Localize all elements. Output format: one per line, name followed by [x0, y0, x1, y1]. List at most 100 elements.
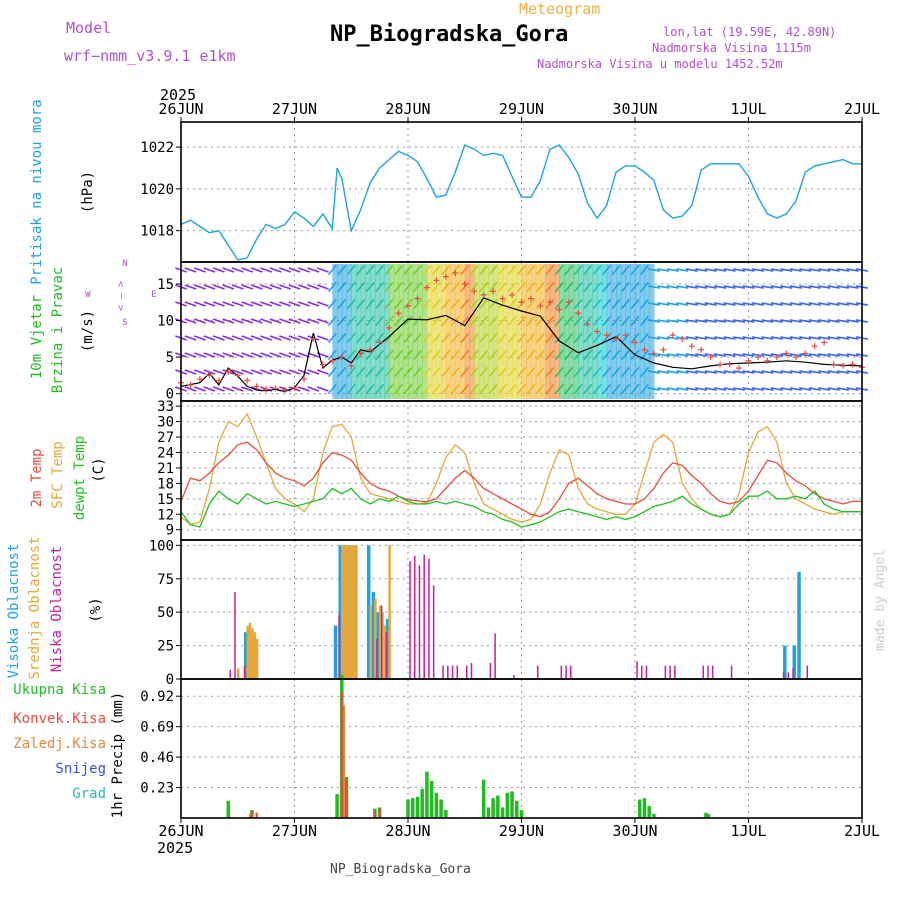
cloud-bar [669, 665, 671, 679]
wind-barb [212, 369, 225, 375]
wind-field-column [564, 264, 570, 399]
wind-barb [554, 366, 564, 378]
wind-field-column [389, 264, 395, 399]
elevation-label: Nadmorska Visina 1115m [652, 41, 811, 55]
y-tick-label: 50 [157, 605, 174, 621]
cloud-bar [369, 605, 372, 679]
wind-barb [422, 264, 432, 276]
wind-barb [704, 370, 717, 374]
wind-barb [751, 285, 765, 289]
wind-barb [450, 281, 460, 293]
y-tick-label: 30 [157, 415, 174, 431]
wind-barb [630, 264, 640, 276]
wind-field-column [559, 264, 565, 399]
wind-barb [742, 319, 755, 323]
wind-barb [498, 264, 508, 276]
wind-barb [808, 285, 821, 289]
wind-barb [412, 349, 422, 361]
pressure-label: Pritisak na nivou mora [29, 99, 45, 284]
wind-barb [554, 383, 564, 395]
wind-barb [799, 268, 812, 272]
wind-barb [799, 387, 812, 391]
wind-barb [657, 285, 670, 289]
wind-barb [441, 349, 451, 361]
wind-barb [799, 285, 812, 289]
wind-field-column [360, 264, 367, 399]
precip-bar [491, 798, 495, 818]
wind-barb [602, 315, 612, 327]
wind-barb [469, 281, 479, 293]
wind-barb [611, 366, 621, 378]
wind-barb [695, 353, 708, 357]
wind-barb [770, 336, 783, 340]
wind-barb [630, 281, 640, 293]
cloud-bar [409, 561, 411, 679]
wind-barb [666, 285, 679, 289]
wind-barb [316, 284, 329, 290]
y-tick-label: 24 [157, 445, 174, 461]
cloud-bar [536, 665, 539, 679]
wind-unit: (m/s) [80, 310, 96, 352]
precip-bar [378, 808, 381, 818]
wind-barb [761, 319, 774, 323]
wind-barb [639, 264, 649, 276]
wind-barb [535, 315, 545, 327]
wind-barb [327, 332, 337, 344]
wind-barb [818, 285, 831, 289]
cloud-bar [432, 585, 435, 679]
wind-barb [611, 281, 621, 293]
wind-barb [526, 315, 536, 327]
wind-barb [564, 383, 574, 395]
wind-barb [611, 264, 621, 276]
wind-barb [269, 301, 282, 307]
wind-field-column [630, 264, 636, 399]
wind-barb [770, 302, 783, 306]
wind-barb [231, 369, 244, 375]
cloud-bar [418, 565, 421, 679]
wind-barb [184, 318, 197, 324]
cloud-bar [428, 558, 430, 679]
x-tick-label-top: 27JUN [272, 100, 317, 118]
wind-barb [450, 349, 460, 361]
wind-barb [469, 298, 479, 310]
wind-barb [412, 315, 422, 327]
y-tick-label: 0.46 [140, 750, 174, 766]
wind-barb [375, 349, 385, 361]
wind-barb [742, 302, 755, 306]
wind-barb [346, 332, 356, 344]
wind-field-column [601, 264, 608, 399]
wind-barb [695, 268, 708, 272]
wind-barb [184, 335, 197, 341]
wind-barb [780, 302, 793, 306]
cloud-bar [248, 622, 252, 679]
wind-barb [704, 319, 717, 323]
wind-barb [375, 315, 385, 327]
wind-barb [498, 315, 508, 327]
wind-field-column [611, 264, 617, 399]
wind-barb [298, 284, 310, 290]
wind-barb [535, 383, 545, 395]
wind-barb [742, 336, 755, 340]
wind-barb [231, 386, 244, 392]
wind-barb [630, 366, 640, 378]
wind-barb [545, 281, 555, 293]
wind-field-column [469, 264, 475, 399]
precip-bar [373, 811, 376, 818]
wind-barb [592, 332, 602, 344]
wind-barb [621, 349, 631, 361]
wind-barb [723, 353, 736, 357]
precip-bar [415, 796, 420, 818]
precip-bar [486, 807, 491, 818]
cloud-bar [388, 545, 391, 679]
model-elevation-label: Nadmorska Visina u modelu 1452.52m [537, 57, 783, 71]
wind-barb [241, 369, 254, 375]
y-tick-label: 1020 [140, 182, 174, 198]
wind-barb [241, 284, 254, 290]
wind-barb [250, 335, 263, 341]
wind-barb [611, 298, 621, 310]
wind-barb [241, 386, 254, 392]
model-name: wrf−nmm_v3.9.1 e1km [64, 47, 236, 65]
y-tick-label: 1022 [140, 140, 174, 156]
wind-barb [808, 268, 821, 272]
wind-field-column [384, 264, 390, 399]
